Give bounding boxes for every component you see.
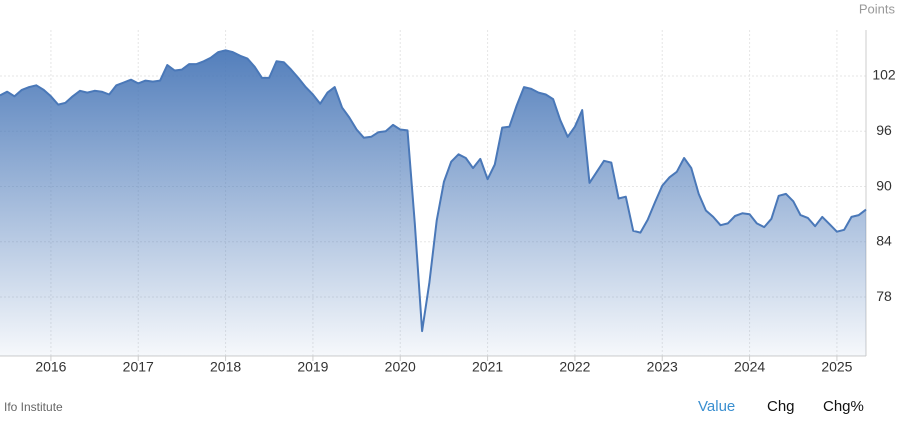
y-tick-label: 102: [872, 67, 896, 83]
line: [0, 49, 867, 333]
source: Ifo Institute: [4, 400, 63, 414]
x-tick-label: 2022: [559, 359, 590, 375]
x-tick-label: 2017: [123, 359, 154, 375]
x-tick-label: 2019: [297, 359, 328, 375]
x-tick-label: 2025: [821, 359, 852, 375]
y-tick-label: 84: [876, 233, 892, 249]
x-tick-label: 2023: [647, 359, 678, 375]
y-tick-label: 96: [876, 122, 892, 138]
y-tick-label: 78: [876, 288, 892, 304]
y-tick-label: 90: [876, 177, 892, 193]
x-tick-label: 2018: [210, 359, 241, 375]
unit-label: Points: [859, 1, 896, 16]
area-fill: [0, 50, 866, 357]
x-tick-label: 2020: [385, 359, 416, 375]
x-tick-label: 2024: [734, 359, 765, 375]
x-tick-label: 2021: [472, 359, 503, 375]
x-tick-label: 2016: [35, 359, 66, 375]
tab[interactable]: Chg: [767, 398, 795, 415]
tab[interactable]: Value: [698, 398, 735, 415]
tab[interactable]: Chg%: [823, 398, 864, 415]
